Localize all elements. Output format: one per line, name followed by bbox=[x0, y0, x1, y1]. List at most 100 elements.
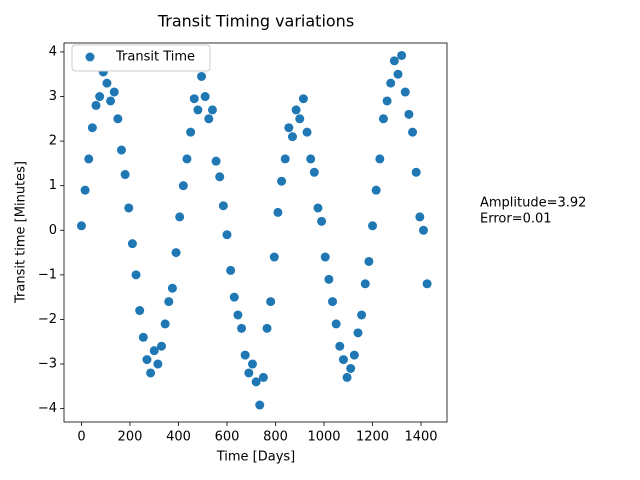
point bbox=[295, 114, 305, 124]
point bbox=[102, 78, 112, 88]
point bbox=[258, 372, 268, 382]
point bbox=[346, 363, 356, 373]
x-tick-label: 800 bbox=[263, 430, 288, 445]
point bbox=[167, 283, 177, 293]
point bbox=[131, 270, 141, 280]
point bbox=[357, 310, 367, 320]
point bbox=[255, 400, 265, 410]
x-tick-label: 1000 bbox=[307, 430, 340, 445]
point bbox=[237, 323, 247, 333]
point bbox=[335, 341, 345, 351]
point bbox=[160, 319, 170, 329]
point bbox=[375, 154, 385, 164]
point bbox=[146, 368, 156, 378]
legend-marker bbox=[85, 52, 95, 62]
y-tick-label: 4 bbox=[49, 44, 57, 59]
point bbox=[157, 341, 167, 351]
point bbox=[247, 359, 257, 369]
point bbox=[153, 359, 163, 369]
point bbox=[164, 297, 174, 307]
point bbox=[422, 279, 432, 289]
point bbox=[324, 274, 334, 284]
point bbox=[113, 114, 123, 124]
point bbox=[306, 154, 316, 164]
point bbox=[342, 372, 352, 382]
point bbox=[193, 105, 203, 115]
point bbox=[364, 256, 374, 266]
point bbox=[404, 109, 414, 119]
x-tick-label: 200 bbox=[118, 430, 143, 445]
point bbox=[127, 239, 137, 249]
point bbox=[207, 105, 217, 115]
point bbox=[189, 94, 199, 104]
chart-title: Transit Timing variations bbox=[157, 12, 354, 31]
y-tick-label: −1 bbox=[38, 267, 57, 282]
point bbox=[378, 114, 388, 124]
point bbox=[120, 170, 130, 180]
y-tick-label: 1 bbox=[49, 178, 57, 193]
y-tick-label: −2 bbox=[38, 312, 57, 327]
point bbox=[76, 221, 86, 231]
plot-frame bbox=[63, 42, 448, 423]
point bbox=[106, 96, 116, 106]
point bbox=[349, 350, 359, 360]
point bbox=[95, 92, 105, 102]
point bbox=[204, 114, 214, 124]
point bbox=[291, 105, 301, 115]
point bbox=[211, 156, 221, 166]
point bbox=[138, 332, 148, 342]
point bbox=[328, 297, 338, 307]
point bbox=[197, 71, 207, 81]
point bbox=[171, 248, 181, 258]
point bbox=[353, 328, 363, 338]
x-tick-label: 0 bbox=[77, 430, 85, 445]
point bbox=[313, 203, 323, 213]
point bbox=[284, 123, 294, 133]
point bbox=[182, 154, 192, 164]
y-tick-label: −3 bbox=[38, 357, 57, 372]
y-tick-label: 0 bbox=[49, 223, 57, 238]
point bbox=[273, 207, 283, 217]
point bbox=[175, 212, 185, 222]
point bbox=[277, 176, 287, 186]
x-tick-label: 1400 bbox=[404, 430, 437, 445]
point bbox=[87, 123, 97, 133]
point bbox=[287, 132, 297, 142]
point bbox=[302, 127, 312, 137]
point bbox=[389, 56, 399, 66]
point bbox=[233, 310, 243, 320]
point bbox=[418, 225, 428, 235]
y-tick-label: 2 bbox=[49, 134, 57, 149]
annotation: Amplitude=3.92 bbox=[480, 196, 586, 211]
x-axis-label: Time [Days] bbox=[216, 450, 296, 465]
legend-label: Transit Time bbox=[115, 50, 195, 65]
y-tick-label: 3 bbox=[49, 89, 57, 104]
point bbox=[142, 355, 152, 365]
point bbox=[415, 212, 425, 222]
point bbox=[386, 78, 396, 88]
point bbox=[298, 94, 308, 104]
y-tick-label: −4 bbox=[38, 401, 57, 416]
y-axis-label: Transit time [Minutes] bbox=[14, 161, 29, 304]
x-tick-label: 1200 bbox=[356, 430, 389, 445]
x-tick-label: 600 bbox=[215, 430, 240, 445]
point bbox=[371, 185, 381, 195]
point bbox=[84, 154, 94, 164]
point bbox=[109, 87, 119, 97]
point bbox=[200, 92, 210, 102]
point bbox=[397, 50, 407, 60]
point bbox=[262, 323, 272, 333]
point bbox=[331, 319, 341, 329]
point bbox=[317, 216, 327, 226]
point bbox=[338, 355, 348, 365]
point bbox=[149, 346, 159, 356]
point bbox=[226, 265, 236, 275]
point bbox=[218, 201, 228, 211]
point bbox=[178, 181, 188, 191]
point bbox=[80, 185, 90, 195]
point bbox=[393, 69, 403, 79]
point bbox=[280, 154, 290, 164]
legend-box bbox=[71, 44, 211, 72]
point bbox=[400, 87, 410, 97]
